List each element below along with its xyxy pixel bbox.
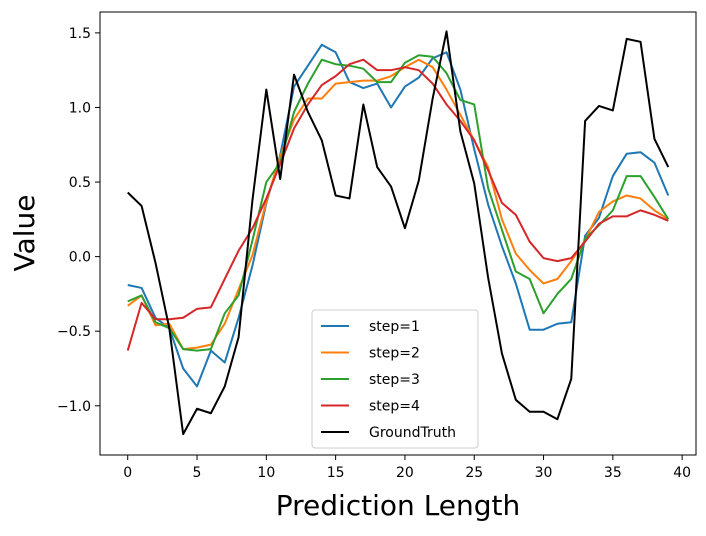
y-tick-label: −1.0	[57, 399, 91, 415]
y-tick-label: −0.5	[57, 324, 91, 340]
x-tick-label: 0	[123, 465, 132, 481]
legend-label-step-1: step=1	[369, 319, 420, 335]
legend: step=1 step=2 step=3 step=4 GroundTruth	[311, 309, 479, 449]
series-line-groundtruth	[127, 30, 670, 436]
x-tick-label: 5	[193, 465, 202, 481]
legend-label-step-4: step=4	[369, 399, 420, 415]
y-tick-label: 1.5	[69, 26, 91, 42]
y-tick-label: 0.0	[69, 250, 91, 266]
series-layer	[126, 30, 670, 436]
x-tick-label: 35	[604, 465, 622, 481]
y-tick-label: 0.5	[69, 175, 91, 191]
series-line-step-1	[127, 43, 670, 388]
x-tick-label: 25	[465, 465, 483, 481]
y-axis: −1.0 −0.5 0.0 0.5 1.0 1.5	[57, 26, 100, 415]
legend-label-step-3: step=3	[369, 372, 420, 388]
legend-box	[311, 309, 479, 449]
x-tick-label: 10	[257, 465, 275, 481]
plot-frame	[99, 11, 697, 456]
x-tick-label: 15	[327, 465, 345, 481]
x-axis-title: Prediction Length	[276, 489, 521, 522]
y-tick-label: 1.0	[69, 100, 91, 116]
y-axis-title: Value	[8, 195, 41, 272]
x-tick-label: 40	[673, 465, 691, 481]
x-tick-label: 20	[396, 465, 414, 481]
x-tick-label: 30	[535, 465, 553, 481]
x-axis: 0 5 10 15 20 25 30 35 40	[123, 455, 691, 481]
legend-label-step-2: step=2	[369, 346, 420, 362]
legend-label-groundtruth: GroundTruth	[369, 425, 456, 441]
